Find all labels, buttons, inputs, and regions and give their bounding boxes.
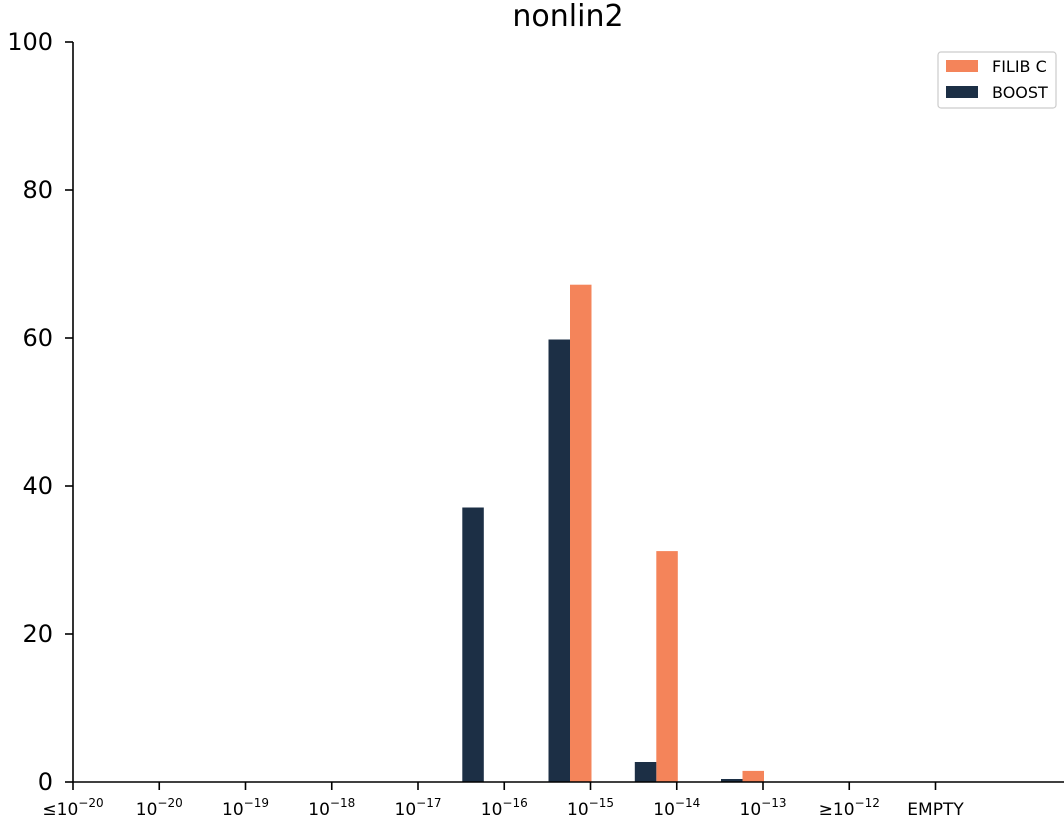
bar-boost-5 xyxy=(462,507,484,782)
chart-title: nonlin2 xyxy=(512,0,623,34)
legend-swatch-0 xyxy=(946,60,978,72)
axes-group xyxy=(72,42,1064,783)
legend-label-0: FILIB C xyxy=(992,57,1047,76)
x-tick-label-10: EMPTY xyxy=(907,800,964,820)
legend-swatch-1 xyxy=(946,86,978,98)
y-tick-label-20: 20 xyxy=(22,620,53,648)
x-tick-label-6: 10−15 xyxy=(567,796,614,820)
x-tick-label-0: ≤10−20 xyxy=(42,796,103,820)
x-tick-label-3: 10−18 xyxy=(308,796,355,820)
x-tick-label-2: 10−19 xyxy=(222,796,269,820)
y-tick-label-40: 40 xyxy=(22,472,53,500)
bars-group xyxy=(462,284,764,782)
bar-filib-c-7 xyxy=(656,551,678,782)
x-tick-label-1: 10−20 xyxy=(136,796,183,820)
y-tick-label-100: 100 xyxy=(7,28,53,56)
x-ticks: ≤10−20 10−20 10−19 10−18 10−17 10−16 10−15 10−1… xyxy=(42,782,964,820)
legend: FILIB C BOOST xyxy=(937,51,1057,109)
bar-filib-c-8 xyxy=(742,770,764,782)
y-tick-label-60: 60 xyxy=(22,324,53,352)
y-tick-label-80: 80 xyxy=(22,176,53,204)
x-tick-label-4: 10−17 xyxy=(395,796,442,820)
x-tick-label-5: 10−16 xyxy=(481,796,528,820)
x-tick-label-8: 10−13 xyxy=(740,796,787,820)
y-ticks: 0 20 40 60 80 100 xyxy=(7,28,73,796)
legend-label-1: BOOST xyxy=(992,83,1048,102)
bar-boost-6 xyxy=(548,339,570,782)
bar-boost-8 xyxy=(721,779,743,782)
bar-boost-7 xyxy=(634,762,657,782)
x-tick-label-9: ≥10−12 xyxy=(819,796,880,820)
y-tick-label-0: 0 xyxy=(38,768,53,796)
bar-filib-c-6 xyxy=(570,284,592,782)
x-tick-label-7: 10−14 xyxy=(653,796,700,820)
